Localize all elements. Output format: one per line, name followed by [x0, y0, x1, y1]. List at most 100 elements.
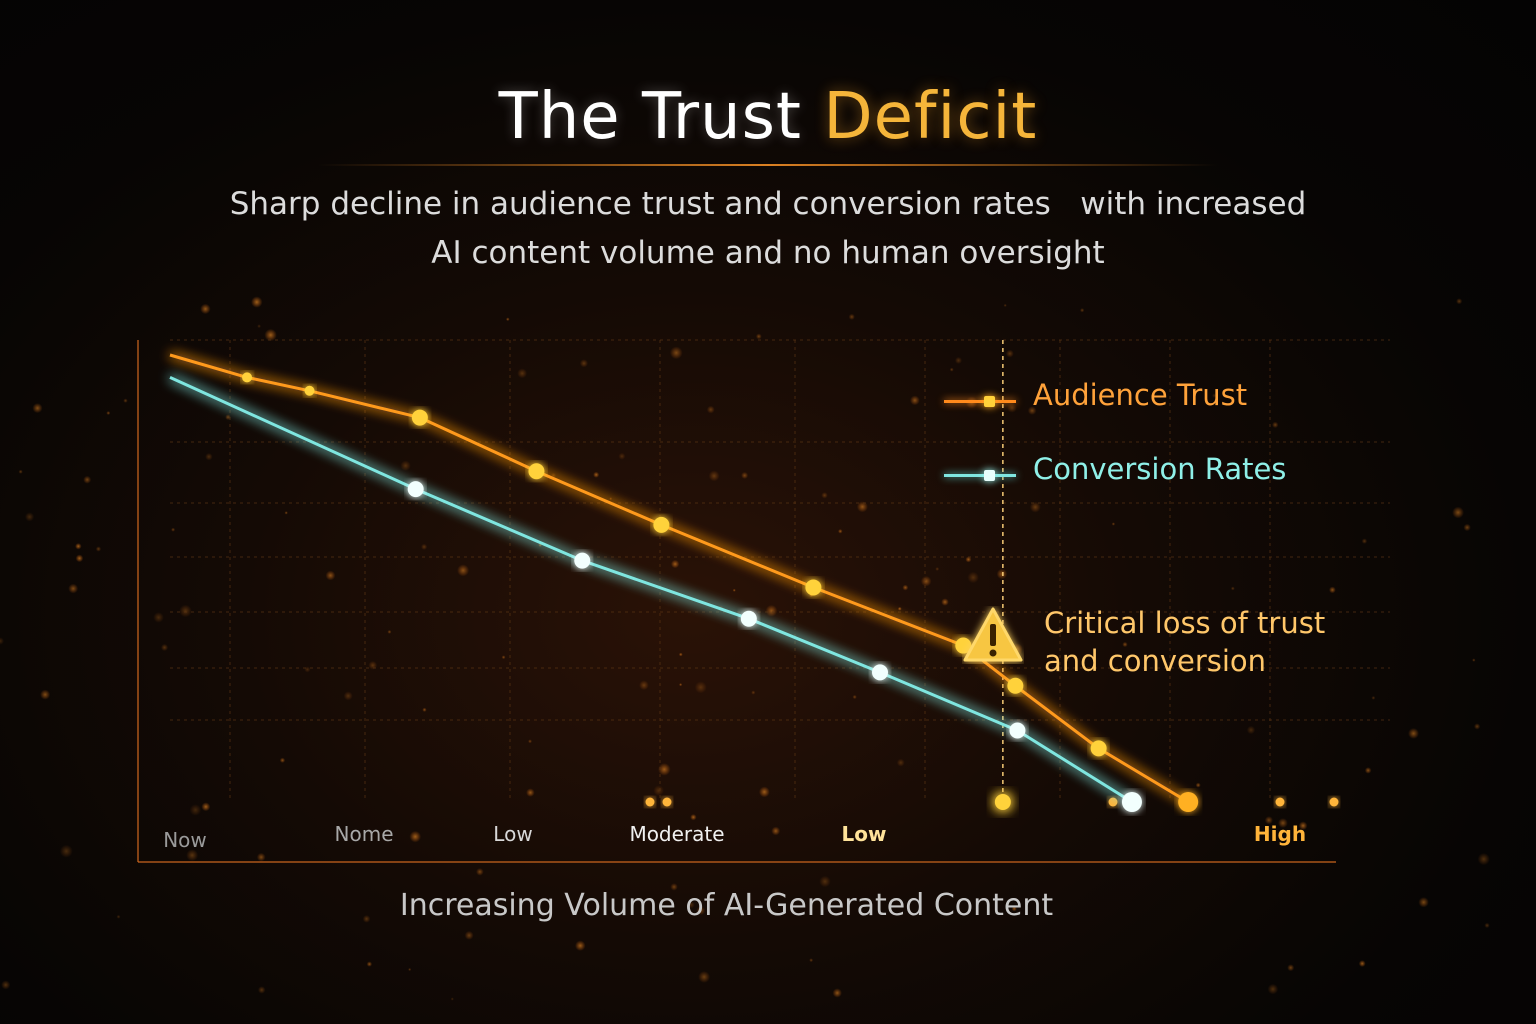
bokeh-dot — [1080, 308, 1085, 313]
bokeh-dot — [593, 471, 600, 478]
bokeh-dot — [1005, 349, 1014, 358]
annotation-line-1: Critical loss of trust — [1044, 606, 1326, 640]
bokeh-dot — [68, 583, 79, 594]
bokeh-dot — [256, 852, 266, 862]
bokeh-dot — [457, 564, 470, 577]
bokeh-dot — [698, 971, 711, 983]
x-tick-label: Low — [841, 822, 887, 846]
bokeh-dot — [856, 501, 868, 513]
bokeh-dot — [670, 559, 680, 569]
bokeh-dot — [83, 475, 92, 484]
bokeh-dot — [1477, 852, 1490, 866]
bokeh-dot — [1287, 964, 1295, 972]
critical-loss-annotation: Critical loss of trust and conversion — [1044, 604, 1364, 680]
bokeh-dot — [996, 568, 1008, 580]
data-point-audience-trust — [411, 409, 428, 426]
annotation-line-2: and conversion — [1044, 644, 1267, 678]
bokeh-dot — [1264, 816, 1274, 825]
bokeh-dot — [732, 588, 736, 592]
bokeh-dot — [1211, 393, 1217, 398]
baseline-marker — [1275, 797, 1285, 807]
bokeh-dot — [706, 405, 715, 414]
bokeh-dot — [618, 452, 626, 460]
bokeh-dot — [1473, 723, 1481, 730]
bokeh-dot — [1272, 421, 1279, 429]
bokeh-dot — [751, 690, 756, 695]
bokeh-dot — [832, 988, 842, 998]
bokeh-dot — [949, 367, 954, 372]
bokeh-dot — [1452, 506, 1464, 519]
data-point-conversion-rates — [407, 481, 424, 498]
bokeh-dot — [264, 328, 277, 342]
bokeh-dot — [1463, 523, 1471, 532]
bokeh-dot — [476, 868, 484, 876]
bokeh-dot — [75, 554, 84, 563]
bokeh-dot — [387, 629, 392, 634]
data-point-audience-trust — [1007, 677, 1024, 694]
bokeh-dot — [708, 470, 720, 482]
bokeh-dot — [279, 757, 286, 763]
bokeh-dot — [343, 691, 353, 701]
bokeh-dot — [1267, 983, 1279, 995]
bokeh-dot — [24, 512, 35, 522]
data-point-audience-trust — [1090, 740, 1107, 757]
bokeh-dot — [954, 356, 962, 364]
bokeh-dot — [95, 546, 102, 552]
bokeh-dot — [1328, 586, 1336, 594]
bokeh-dot — [304, 666, 311, 673]
legend-swatch-conversion-rates — [944, 470, 1016, 481]
bokeh-dot — [1003, 303, 1007, 307]
data-point-conversion-rates — [872, 664, 889, 681]
bokeh-dot — [517, 368, 528, 379]
bokeh-dot — [1371, 695, 1376, 700]
bokeh-dot — [1230, 586, 1235, 591]
bokeh-dot — [0, 637, 5, 645]
bokeh-dot — [501, 655, 506, 660]
bokeh-dot — [1298, 821, 1308, 831]
data-point-audience-trust — [805, 579, 822, 596]
data-point-audience-trust — [1178, 792, 1199, 812]
bokeh-dot — [1277, 818, 1288, 828]
bokeh-dot — [941, 598, 949, 606]
bokeh-dot — [366, 961, 373, 967]
bokeh-dot — [1418, 897, 1429, 908]
bokeh-dot — [225, 414, 231, 421]
bokeh-dot — [609, 497, 613, 501]
baseline-marker — [1108, 797, 1118, 807]
series-line-audience-trust — [169, 353, 1189, 804]
bokeh-dot — [409, 830, 422, 843]
bokeh-dot — [1011, 906, 1017, 912]
bokeh-dot — [251, 296, 263, 308]
baseline-marker — [645, 797, 655, 807]
bokeh-dot — [1029, 501, 1041, 513]
bokeh-dot — [852, 694, 857, 700]
bokeh-dot — [1358, 960, 1366, 967]
x-tick-label: Now — [163, 828, 207, 852]
bokeh-dot — [579, 359, 589, 368]
bokeh-dot — [639, 680, 649, 691]
reference-marker — [994, 794, 1011, 810]
bokeh-dot — [694, 681, 707, 694]
bokeh-dot — [32, 403, 43, 414]
bokeh-dot — [171, 527, 176, 532]
bokeh-dot — [967, 571, 979, 584]
bokeh-dot — [325, 570, 336, 581]
bokeh-dot — [528, 739, 532, 744]
x-tick-label: Low — [493, 822, 533, 846]
bokeh-dot — [18, 469, 23, 474]
baseline-marker — [662, 797, 672, 807]
bokeh-dot — [896, 758, 905, 767]
bokeh-dot — [741, 471, 749, 479]
bokeh-dot — [1472, 658, 1476, 662]
bokeh-dot — [1195, 782, 1201, 788]
bokeh-dot — [819, 875, 831, 888]
bokeh-dot — [669, 346, 683, 360]
bokeh-dot — [965, 556, 972, 563]
legend-swatch-audience-trust — [944, 396, 1016, 407]
bokeh-dot — [189, 804, 202, 816]
legend-label-audience-trust: Audience Trust — [1033, 378, 1248, 412]
subtitle-line-1: Sharp decline in audience trust and conv… — [229, 186, 1307, 222]
data-point-conversion-rates — [740, 610, 757, 627]
